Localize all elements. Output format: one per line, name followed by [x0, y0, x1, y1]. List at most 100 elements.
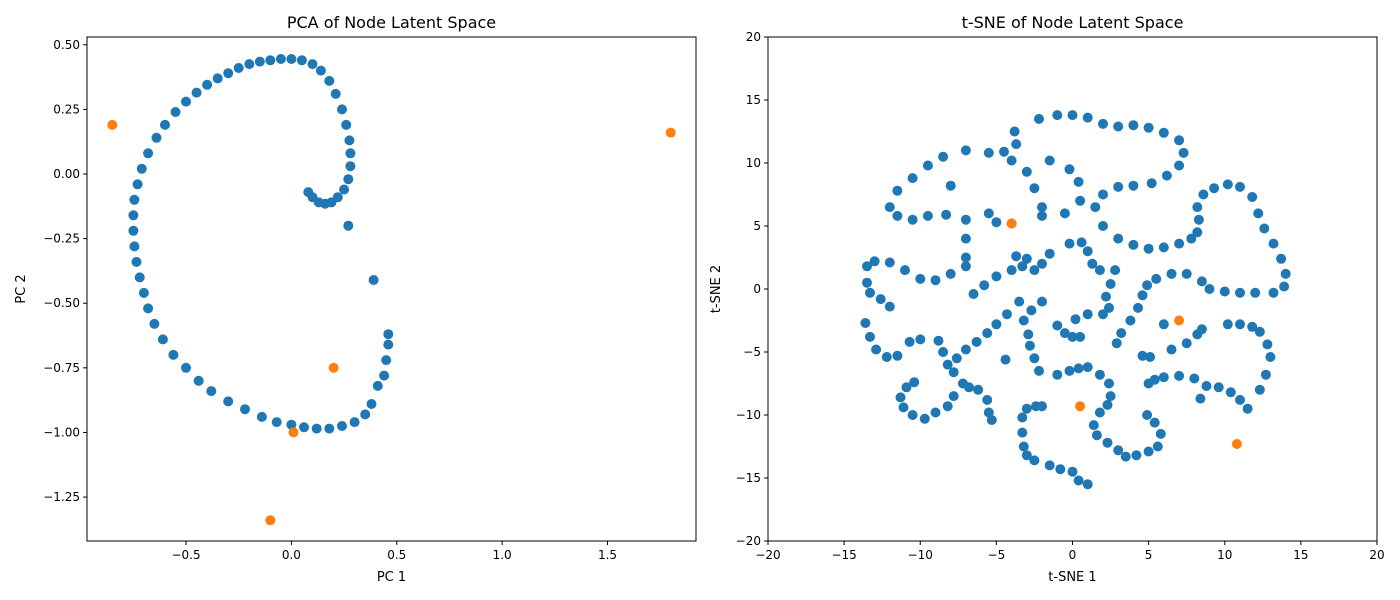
tsne-latent-point	[1110, 265, 1121, 276]
tsne-y-tick-label: 10	[746, 156, 761, 170]
tsne-y-tick-label: −10	[736, 408, 761, 422]
tsne-latent-point	[938, 151, 949, 162]
tsne-latent-point	[1044, 155, 1055, 166]
tsne-latent-point	[1067, 110, 1078, 121]
tsne-latent-point	[1017, 412, 1028, 423]
pca-latent-point	[212, 73, 223, 84]
tsne-y-tick-label: 0	[753, 282, 761, 296]
tsne-latent-point	[1137, 350, 1148, 361]
pca-latent-point	[381, 355, 392, 366]
tsne-latent-point	[1158, 319, 1169, 330]
tsne-latent-point	[871, 344, 882, 355]
tsne-latent-point	[909, 377, 920, 388]
tsne-latent-point	[1059, 208, 1070, 219]
tsne-latent-point	[1145, 352, 1156, 362]
tsne-latent-point	[1064, 365, 1075, 376]
pca-latent-point	[254, 56, 265, 67]
tsne-x-tick-label: 10	[1217, 548, 1232, 562]
tsne-outlier-point	[1231, 439, 1242, 449]
tsne-latent-point	[1149, 417, 1160, 428]
tsne-latent-point	[1090, 202, 1101, 213]
tsne-latent-point	[983, 407, 994, 418]
tsne-latent-point	[1181, 338, 1192, 349]
tsne-chart-title: t-SNE of Node Latent Space	[962, 13, 1184, 32]
pca-latent-point	[324, 75, 335, 86]
pca-latent-point	[368, 275, 379, 285]
tsne-latent-point	[1044, 460, 1055, 471]
tsne-latent-point	[1113, 181, 1124, 192]
tsne-latent-point	[1213, 382, 1224, 393]
tsne-latent-point	[1158, 242, 1169, 253]
tsne-y-tick-label: 20	[746, 30, 761, 44]
tsne-y-tick-label: 5	[753, 219, 761, 233]
pca-latent-point	[191, 87, 202, 98]
tsne-x-tick-label: 5	[1145, 548, 1153, 562]
pca-latent-point	[299, 422, 309, 433]
tsne-latent-point	[1104, 378, 1114, 389]
tsne-latent-point	[895, 392, 906, 403]
tsne-latent-point	[865, 331, 875, 342]
pca-latent-point	[193, 375, 204, 386]
tsne-latent-point	[933, 335, 944, 346]
tsne-latent-point	[1166, 344, 1177, 355]
tsne-latent-point	[915, 334, 926, 345]
pca-y-tick-label: −1.00	[43, 425, 80, 439]
tsne-latent-point	[973, 384, 984, 395]
pca-outlier-point	[107, 119, 118, 130]
tsne-latent-point	[971, 336, 982, 347]
tsne-latent-point	[1034, 365, 1044, 376]
tsne-latent-point	[900, 265, 910, 276]
tsne-latent-point	[1235, 287, 1245, 298]
tsne-latent-point	[1088, 420, 1099, 431]
tsne-latent-point	[892, 210, 903, 221]
tsne-latent-point	[1225, 387, 1236, 398]
pca-latent-point	[149, 318, 160, 329]
tsne-latent-point	[1073, 475, 1084, 486]
tsne-latent-point	[1098, 221, 1108, 231]
tsne-latent-point	[1198, 189, 1209, 200]
tsne-latent-point	[881, 352, 892, 362]
tsne-latent-point	[1222, 319, 1233, 330]
tsne-latent-point	[1082, 246, 1093, 257]
tsne-latent-point	[1133, 302, 1143, 313]
tsne-x-tick-label: 0	[1069, 548, 1077, 562]
tsne-latent-point	[945, 180, 956, 191]
tsne-latent-point	[960, 214, 971, 225]
tsne-latent-point	[1087, 258, 1098, 269]
pca-latent-point	[131, 256, 142, 267]
tsne-latent-point	[1152, 441, 1163, 452]
tsne-latent-point	[1111, 338, 1122, 349]
pca-latent-point	[379, 370, 390, 381]
tsne-latent-point	[1094, 369, 1105, 380]
tsne-latent-point	[960, 344, 971, 355]
tsne-latent-point	[1094, 407, 1105, 418]
tsne-latent-point	[862, 277, 872, 288]
pca-plot-frame	[86, 36, 697, 542]
pca-latent-point	[344, 135, 355, 146]
tsne-latent-point	[991, 271, 1002, 282]
tsne-latent-point	[1064, 164, 1075, 175]
tsne-latent-point	[1002, 309, 1012, 320]
pca-latent-point	[160, 119, 170, 130]
tsne-latent-point	[942, 401, 953, 412]
pca-latent-point	[345, 148, 356, 159]
pca-x-tick-label: 0.0	[282, 548, 301, 562]
tsne-latent-point	[1075, 195, 1086, 206]
pca-latent-point	[128, 210, 139, 221]
pca-latent-point	[128, 225, 139, 236]
tsne-latent-point	[884, 257, 895, 268]
tsne-latent-point	[1131, 450, 1142, 461]
tsne-latent-point	[1029, 353, 1040, 364]
pca-panel: −0.5 0.0 0.5 1.0 1.5 0.50 0.25 0.00 −0.25 −0.50 −0…	[14, 13, 697, 585]
tsne-latent-point	[1006, 155, 1017, 166]
pca-y-tick-label: 0.50	[53, 38, 80, 52]
tsne-y-tick-label: −20	[736, 534, 761, 548]
tsne-latent-point	[1222, 179, 1233, 190]
tsne-latent-point	[1259, 223, 1270, 234]
pca-y-tick-label: 0.00	[53, 167, 80, 181]
tsne-latent-point	[968, 289, 979, 299]
pca-x-axis-label: PC 1	[377, 570, 406, 585]
tsne-latent-point	[1235, 319, 1245, 330]
tsne-latent-point	[942, 359, 953, 370]
tsne-latent-point	[1067, 466, 1078, 477]
